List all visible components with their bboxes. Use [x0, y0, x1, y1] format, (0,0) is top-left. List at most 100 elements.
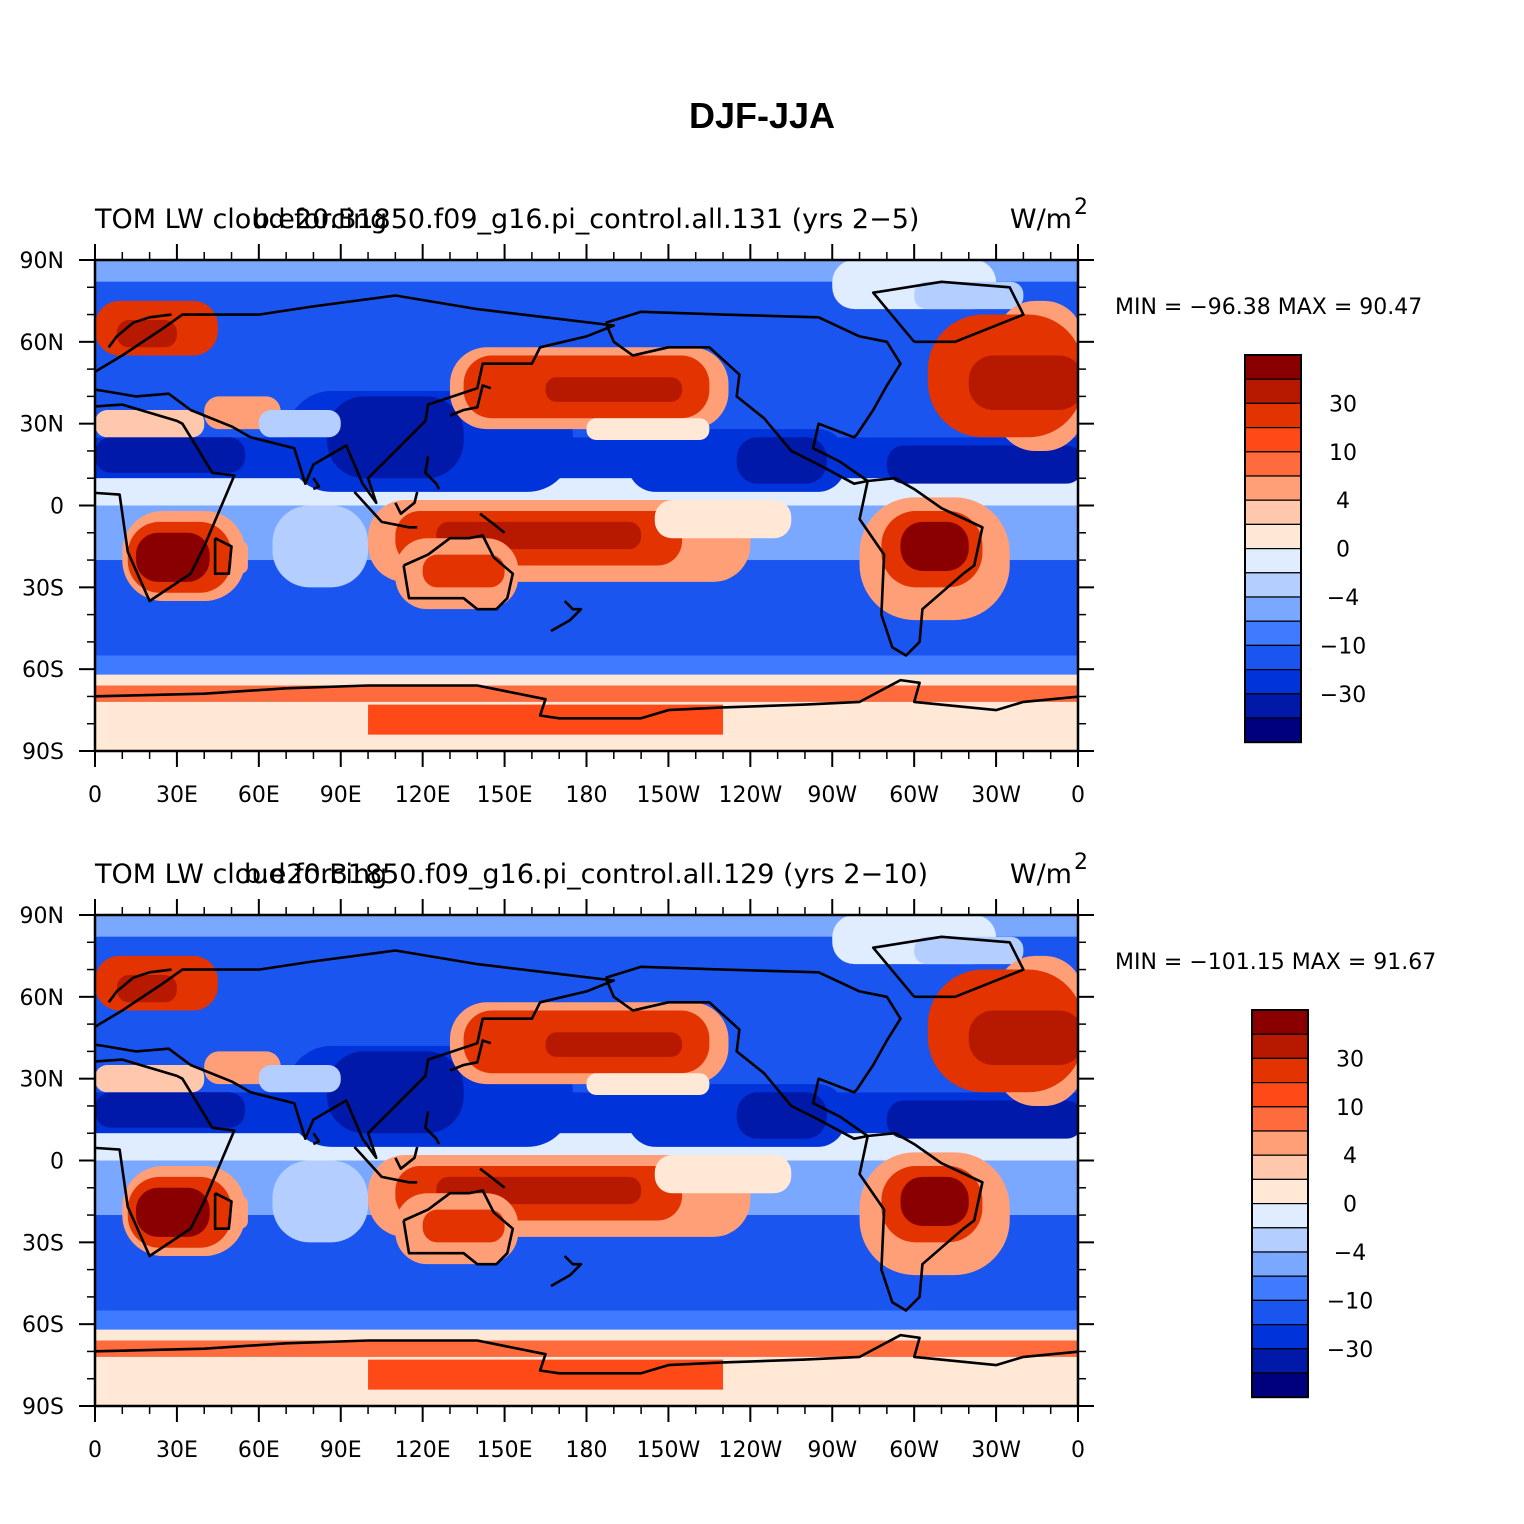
colorbar-box — [1251, 1251, 1309, 1277]
lat-label: 30S — [22, 1231, 64, 1256]
coastline — [107, 313, 172, 349]
colorbar-label: −10 — [1320, 634, 1366, 659]
coastline — [95, 1333, 1078, 1375]
colorbar-label: −4 — [1327, 586, 1359, 611]
field-band — [327, 1051, 464, 1134]
lon-label: 150W — [637, 1438, 701, 1463]
field-band — [422, 554, 505, 588]
coastline — [353, 1146, 418, 1184]
coastline — [213, 537, 233, 576]
colorbar: 30 10 4 0 −4 −10 −30 — [1244, 354, 1366, 744]
lon-label: 90W — [807, 1438, 857, 1463]
field-band — [545, 1032, 683, 1057]
coastline — [312, 477, 321, 491]
colorbar-frame — [1251, 1009, 1309, 1399]
panel-case-title: b.e20.B1850.f09_g16.pi_control.all.129 (… — [244, 859, 928, 890]
min-max-readout: MIN = −101.15 MAX = 91.67 — [1115, 950, 1436, 975]
lon-label: 30E — [156, 1438, 198, 1463]
colorbar-box — [1251, 1057, 1309, 1084]
field-band — [886, 445, 1078, 484]
coastline — [394, 1146, 419, 1170]
coastline — [402, 534, 515, 611]
lon-label: 120E — [395, 1438, 451, 1463]
coastline — [449, 384, 492, 417]
field-band — [545, 377, 683, 402]
lat-label: 60N — [20, 986, 64, 1011]
colorbar-box — [1251, 1323, 1309, 1350]
colorbar-label: 0 — [1336, 538, 1350, 563]
figure-title: DJF-JJA — [689, 95, 835, 136]
coastline — [479, 512, 506, 534]
lat-label: 60S — [22, 658, 64, 683]
colorbar-box — [1251, 1130, 1309, 1156]
coastline — [95, 363, 97, 367]
coastline — [871, 935, 1025, 999]
field-band — [272, 1160, 369, 1243]
lon-label: 180 — [566, 783, 608, 808]
field-band — [116, 975, 177, 1003]
coastline — [858, 476, 984, 657]
field-band — [900, 521, 969, 571]
field-band — [95, 655, 1078, 675]
colorbar-label: 30 — [1329, 392, 1357, 417]
colorbar-box — [1251, 1227, 1309, 1253]
lat-label: 90N — [20, 904, 64, 929]
colorbar-box — [1251, 1154, 1309, 1180]
lat-label: 90S — [22, 1395, 64, 1420]
panel-variable-title: TOM LW cloud forcing — [94, 859, 387, 890]
colorbar-label: 4 — [1336, 489, 1350, 514]
field-band — [95, 437, 246, 473]
colorbar-box — [1251, 1178, 1309, 1205]
lat-label: 60S — [22, 1313, 64, 1338]
colorbar-box — [1251, 1009, 1309, 1035]
colorbar-box — [1244, 644, 1302, 671]
coastline — [312, 1132, 321, 1146]
coastline — [353, 491, 418, 529]
coastline — [95, 403, 236, 603]
field-band — [586, 1073, 710, 1096]
colorbar-label: 30 — [1336, 1047, 1364, 1072]
field-band — [95, 915, 1078, 937]
colorbar-box — [1244, 668, 1302, 695]
colorbar-box — [1244, 451, 1302, 477]
colorbar-box — [1244, 402, 1302, 429]
coastline — [550, 600, 583, 633]
lon-label: 150E — [477, 1438, 533, 1463]
colorbar-box — [1251, 1081, 1309, 1108]
field-band — [900, 1176, 969, 1226]
field-band — [95, 410, 205, 438]
colorbar-box — [1244, 475, 1302, 501]
field-band — [272, 505, 369, 588]
lat-label: 0 — [50, 1150, 64, 1175]
colorbar-box — [1251, 1202, 1309, 1229]
coastlines — [95, 935, 1078, 1375]
coastline — [213, 1192, 233, 1230]
coastline — [550, 1255, 583, 1288]
field-band — [886, 1100, 1078, 1139]
field-band — [258, 1065, 341, 1093]
colorbar-box — [1251, 1372, 1309, 1398]
coastlines — [95, 280, 1078, 720]
field-band — [968, 1010, 1078, 1066]
colorbar-box — [1244, 693, 1302, 719]
coastline — [871, 280, 1025, 344]
lon-label: 90E — [320, 1438, 362, 1463]
colorbar-label: −30 — [1320, 683, 1366, 708]
min-max-readout: MIN = −96.38 MAX = 90.47 — [1115, 295, 1422, 320]
lon-label: 60W — [889, 783, 939, 808]
colorbar-label: −4 — [1334, 1241, 1366, 1266]
colorbar-box — [1244, 354, 1302, 380]
lat-label: 30N — [20, 1068, 64, 1093]
lon-label: 60E — [238, 783, 280, 808]
field-band — [95, 1310, 1078, 1330]
lon-label: 150W — [637, 783, 701, 808]
field-band — [95, 1092, 246, 1128]
field-band — [231, 540, 248, 574]
lon-label: 150E — [477, 783, 533, 808]
colorbar-box — [1244, 596, 1302, 622]
lon-label: 0 — [1071, 1438, 1085, 1463]
field-band — [95, 260, 1078, 282]
colorbar-box — [1244, 499, 1302, 526]
field-band — [95, 1065, 205, 1093]
coastline — [479, 1167, 506, 1189]
